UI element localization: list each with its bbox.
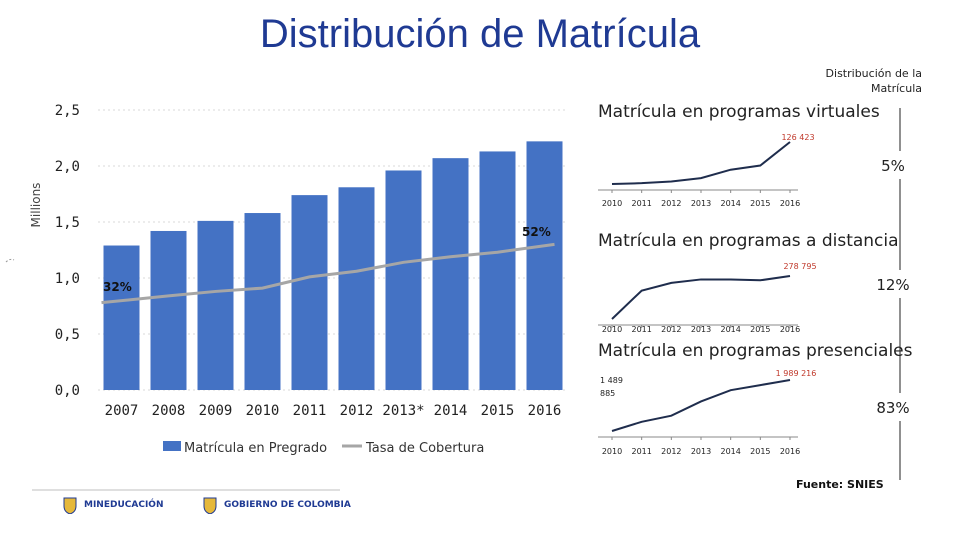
small-chart-x-label: 2016 <box>780 447 800 456</box>
coverage-last-label: 52% <box>522 225 551 239</box>
share-bracket: 5% 12% 83% <box>5 108 932 480</box>
small-chart-x-label: 2011 <box>631 199 651 208</box>
share-label: 5% <box>881 157 905 175</box>
small-charts: Matrícula en programas virtuales 2010 2011… <box>598 102 913 456</box>
small-chart-x-label: 2011 <box>631 447 651 456</box>
legend-label-line: Tasa de Cobertura <box>365 441 484 456</box>
bar <box>244 213 281 390</box>
x-tick-label: 2014 <box>434 403 468 419</box>
bar <box>338 187 375 390</box>
y-tick-label: 1,0 <box>55 271 80 287</box>
small-chart-line <box>611 379 791 432</box>
small-chart-title: Matrícula en programas presenciales <box>598 341 913 361</box>
share-box <box>868 151 932 179</box>
small-chart-x-label: 2016 <box>780 199 800 208</box>
gobierno-logo: GOBIERNO DE COLOMBIA <box>202 496 351 514</box>
small-chart-x-label: 2013 <box>691 199 711 208</box>
small-chart-title: Matrícula en programas a distancia <box>598 231 899 251</box>
small-chart-x-label: 2014 <box>720 447 740 456</box>
share-label: 83% <box>876 399 909 417</box>
small-chart-value-label: 278 795 <box>783 262 816 271</box>
small-chart-x-label: 2013 <box>691 325 711 334</box>
small-chart-value-label: 1 989 216 <box>776 369 817 378</box>
coverage-first-label: 32% <box>103 280 132 294</box>
gobierno-label: GOBIERNO DE COLOMBIA <box>224 500 351 510</box>
x-tick-label: 2010 <box>246 403 280 419</box>
share-box <box>868 393 932 421</box>
small-chart-x-label: 2016 <box>780 325 800 334</box>
distribution-title: Distribución de la Matrícula <box>802 66 922 96</box>
coverage-line <box>101 242 555 305</box>
small-chart-x-label: 2010 <box>602 199 622 208</box>
bar <box>291 195 328 390</box>
page-title: Distribución de Matrícula <box>259 12 701 56</box>
y-tick-label: 2,0 <box>55 159 80 175</box>
legend-label-bar: Matrícula en Pregrado <box>184 441 327 456</box>
decorative-arc <box>5 258 15 263</box>
small-chart-x-label: 2010 <box>602 447 622 456</box>
x-tick-label: 2013* <box>382 403 424 419</box>
x-tick-label: 2009 <box>199 403 233 419</box>
small-chart-x-label: 2012 <box>661 447 681 456</box>
coat-of-arms-icon <box>203 497 217 514</box>
distribution-title-line-1: Distribución de la <box>825 67 922 80</box>
small-chart-x-label: 2013 <box>691 447 711 456</box>
share-label: 12% <box>876 276 909 294</box>
y-tick-label: 2,5 <box>55 103 80 119</box>
small-chart-x-label: 2015 <box>750 447 770 456</box>
y-tick-label: 1,5 <box>55 215 80 231</box>
source-note: Fuente: SNIES <box>796 478 884 491</box>
bar <box>526 141 563 390</box>
main-chart: 0,0 0,5 1,0 1,5 2,0 2,5 Millions 2007 2008 2009 20… <box>29 103 568 491</box>
x-tick-label: 2016 <box>528 403 562 419</box>
bar <box>150 230 187 390</box>
small-chart-x-label: 2014 <box>720 325 740 334</box>
x-tick-label: 2007 <box>105 403 139 419</box>
y-tick-label: 0,0 <box>55 383 80 399</box>
small-chart-x-label: 2015 <box>750 199 770 208</box>
small-chart-title: Matrícula en programas virtuales <box>598 102 880 122</box>
small-chart-x-label: 2011 <box>631 325 651 334</box>
mineducacion-logo: MINEDUCACIÓN <box>62 496 163 514</box>
y-axis-label: Millions <box>29 183 43 228</box>
distribution-title-line-2: Matrícula <box>871 82 922 95</box>
bar <box>432 158 469 390</box>
small-chart-value-label: 126 423 <box>781 133 814 142</box>
share-box <box>868 270 932 298</box>
bar <box>197 220 234 390</box>
x-tick-label: 2008 <box>152 403 186 419</box>
legend-swatch-bar <box>163 441 181 451</box>
small-chart-line <box>611 141 791 185</box>
small-chart-x-label: 2012 <box>661 199 681 208</box>
small-chart-x-label: 2015 <box>750 325 770 334</box>
mineducacion-label: MINEDUCACIÓN <box>84 500 164 510</box>
bar <box>479 151 516 390</box>
bar <box>385 170 422 390</box>
x-tick-label: 2012 <box>340 403 374 419</box>
y-tick-label: 0,5 <box>55 327 80 343</box>
small-chart-x-label: 2014 <box>720 199 740 208</box>
small-chart-start-label: 1 489 885 <box>600 376 623 398</box>
small-chart-x-label: 2012 <box>661 325 681 334</box>
bar <box>103 245 140 390</box>
coat-of-arms-icon <box>63 497 77 514</box>
x-tick-label: 2011 <box>293 403 327 419</box>
small-chart-line <box>611 275 791 320</box>
x-tick-label: 2015 <box>481 403 515 419</box>
small-chart-x-label: 2010 <box>602 325 622 334</box>
